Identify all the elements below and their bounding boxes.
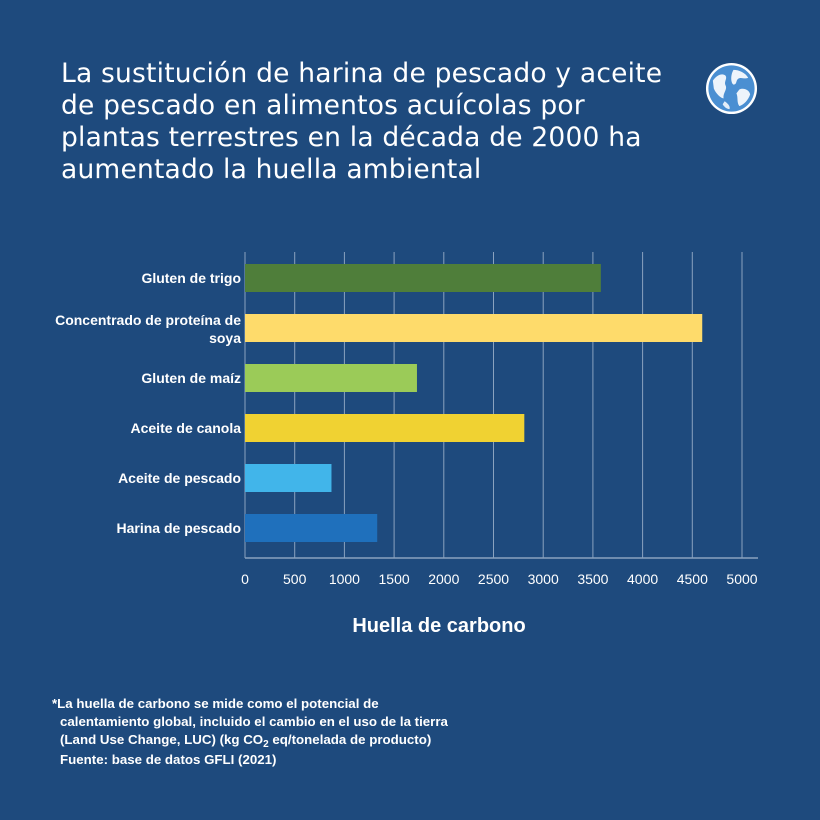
category-label: Aceite de pescado: [118, 470, 241, 486]
x-tick-label: 500: [283, 571, 307, 587]
footnote: *La huella de carbono se mide como el po…: [52, 695, 612, 769]
category-label: Concentrado de proteína de soya: [55, 312, 241, 346]
x-tick-label: 4000: [627, 571, 658, 587]
footnote-line-3-end: eq/tonelada de producto): [268, 732, 432, 747]
bar: [245, 414, 525, 442]
chart-title: La sustitución de harina de pescado y ac…: [61, 58, 663, 185]
bar: [245, 264, 601, 292]
x-tick-label: 3000: [528, 571, 559, 587]
category-label: Aceite de canola: [131, 420, 242, 436]
globe-icon: [705, 62, 758, 115]
x-tick-label: 0: [241, 571, 249, 587]
footnote-line-2: calentamiento global, incluido el cambio…: [60, 714, 448, 729]
x-tick-label: 3500: [577, 571, 608, 587]
x-tick-label: 2000: [428, 571, 459, 587]
category-label: Gluten de trigo: [141, 270, 241, 286]
category-label: Harina de pescado: [117, 520, 242, 536]
co2-subscript: 2: [263, 739, 269, 750]
bar: [245, 464, 332, 492]
bar: [245, 314, 703, 342]
footnote-line-3-start: (Land Use Change, LUC) (kg CO: [60, 732, 264, 747]
x-tick-label: 2500: [478, 571, 509, 587]
category-label: Gluten de maíz: [141, 370, 241, 386]
footnote-line-1: *La huella de carbono se mide como el po…: [52, 696, 379, 711]
x-tick-label: 5000: [726, 571, 757, 587]
footnote-line-3: (Land Use Change, LUC) (kg CO2 eq/tonela…: [52, 731, 612, 751]
x-tick-label: 1000: [329, 571, 360, 587]
x-tick-label: 4500: [677, 571, 708, 587]
bar-chart: 0 500 1000 1500 2000 2500 3000 3500 4000 4500 5000…: [55, 252, 758, 587]
bar: [245, 514, 378, 542]
footnote-source: Fuente: base de datos GFLI (2021): [60, 752, 277, 767]
x-tick-label: 1500: [379, 571, 410, 587]
x-axis-title: Huella de carbono: [352, 615, 526, 637]
bar: [245, 364, 417, 392]
